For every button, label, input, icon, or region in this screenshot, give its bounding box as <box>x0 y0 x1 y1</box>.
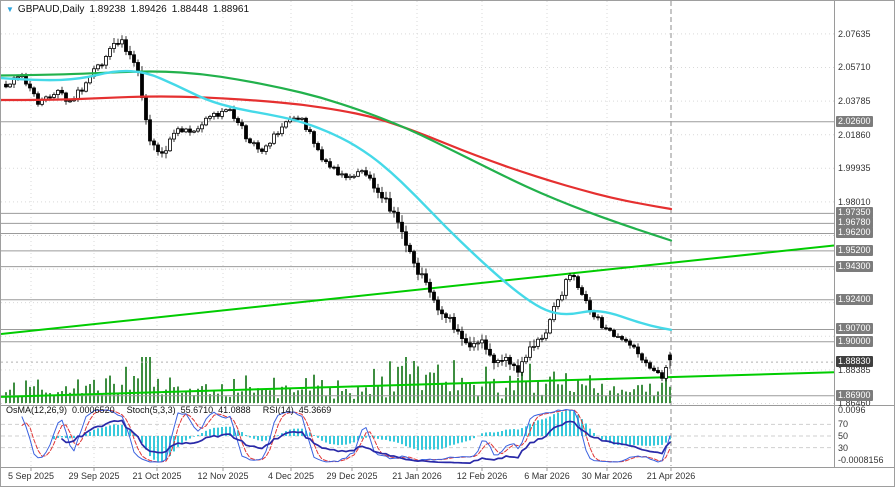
rsi-line <box>61 419 671 464</box>
ma-medium-green <box>1 70 673 242</box>
sub-scale-label: 50 <box>838 431 849 441</box>
osma-label: OsMA(12,26,9) <box>6 405 68 415</box>
date-label: 21 Oct 2025 <box>132 471 182 481</box>
symbol-period: GBPAUD,Daily <box>17 4 85 15</box>
ohlc-high: 1.89426 <box>130 4 167 15</box>
osma-value: 0.0006520 <box>72 405 115 415</box>
level-price-tag: 1.95200 <box>836 245 873 256</box>
stoch-signal-value: 41.0888 <box>218 405 251 415</box>
level-price-tag: 1.96200 <box>836 227 873 238</box>
stoch-main-value: 55.6710 <box>180 405 214 415</box>
level-price-tag: 1.90000 <box>836 336 873 347</box>
sub-scale-label: -0.0008156 <box>838 455 884 465</box>
indicator-status-line: OsMA(12,26,9) 0.0006520 Stoch(5,3,3) 55.… <box>6 405 336 415</box>
sub-scale-label: 0.0096 <box>838 405 866 415</box>
date-label: 21 Jan 2026 <box>392 471 442 481</box>
level-price-tag: 1.94300 <box>836 261 873 272</box>
level-price-tag: 1.96780 <box>836 217 873 228</box>
level-price-tag: 1.97350 <box>836 207 873 218</box>
price-scale-label: 2.03785 <box>838 96 871 106</box>
date-label: 6 Mar 2026 <box>524 471 570 481</box>
ohlc-low: 1.88448 <box>171 4 208 15</box>
chart-marker-icon: ▼ <box>6 4 14 14</box>
date-label: 30 Mar 2026 <box>581 471 633 481</box>
trendline-2[interactable] <box>1 371 834 398</box>
sub-scale-label: 70 <box>838 419 849 429</box>
price-scale-label: 1.98010 <box>838 197 871 207</box>
trendline-1[interactable] <box>1 244 834 336</box>
level-price-tag: 1.90700 <box>836 323 873 334</box>
date-label: 4 Dec 2025 <box>267 471 315 481</box>
ma-fast-cyan <box>1 69 673 331</box>
rsi-value: 45.3669 <box>298 405 332 415</box>
price-scale-label: 1.88385 <box>838 365 871 375</box>
sub-scale-label: 30 <box>838 443 849 453</box>
chart-header: ▼ GBPAUD,Daily 1.89238 1.89426 1.88448 1… <box>6 4 254 15</box>
stoch-main-line <box>21 409 671 463</box>
date-label: 12 Feb 2026 <box>456 471 508 481</box>
ohlc-open: 1.89238 <box>89 4 126 15</box>
date-label: 29 Dec 2025 <box>326 471 378 481</box>
date-label: 5 Sep 2025 <box>7 471 55 481</box>
stoch-label: Stoch(5,3,3) <box>126 405 176 415</box>
ma-slow-red <box>1 95 673 211</box>
level-price-tag: 1.92400 <box>836 294 873 305</box>
level-price-tag: 1.86900 <box>836 390 873 401</box>
ohlc-close: 1.88961 <box>212 4 250 15</box>
price-scale-label: 2.05710 <box>838 62 871 72</box>
price-scale-label: 2.07635 <box>838 29 871 39</box>
price-scale-label: 1.86460 <box>838 398 871 408</box>
date-label: 12 Nov 2025 <box>197 471 249 481</box>
date-label: 21 Apr 2026 <box>646 471 696 481</box>
level-price-tag: 2.02600 <box>836 116 873 127</box>
osma-histogram <box>53 410 671 462</box>
rsi-label: RSI(14) <box>262 405 294 415</box>
price-scale-label: 2.01860 <box>838 130 871 140</box>
bid-price-tag: 1.88830 <box>836 356 873 367</box>
date-label: 29 Sep 2025 <box>68 471 120 481</box>
price-scale-label: 1.99935 <box>838 163 871 173</box>
